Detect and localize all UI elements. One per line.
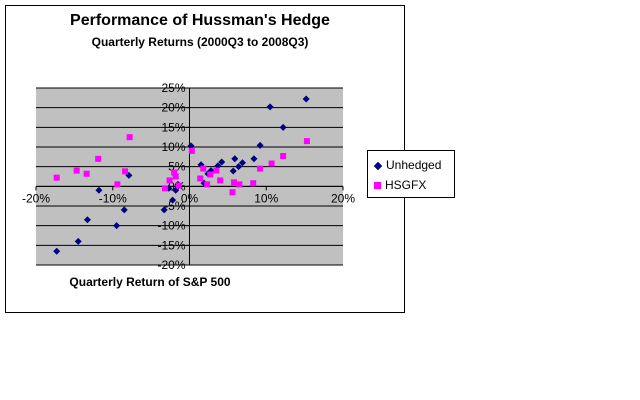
data-point-hsgfx [83, 170, 90, 177]
data-point-unhedged [231, 155, 239, 163]
data-point-unhedged [169, 196, 177, 204]
data-point-unhedged [279, 123, 287, 131]
data-point-hsgfx [126, 134, 133, 141]
x-tick-label: -20% [22, 191, 50, 205]
data-point-unhedged [53, 247, 61, 255]
data-point-hsgfx [171, 169, 178, 176]
data-point-hsgfx [231, 179, 238, 186]
diamond-marker-icon [373, 161, 383, 171]
x-tick-label: 10% [254, 191, 278, 205]
data-point-hsgfx [268, 160, 275, 167]
data-point-hsgfx [53, 174, 60, 181]
data-point-hsgfx [257, 165, 264, 172]
data-point-hsgfx [229, 189, 236, 196]
data-point-unhedged [113, 222, 121, 230]
y-tick-label: 25% [161, 81, 185, 95]
square-marker-icon [374, 182, 381, 190]
y-tick-label: -15% [157, 238, 185, 252]
data-point-hsgfx [73, 167, 80, 174]
legend-label-unhedged: Unhedged [386, 158, 442, 172]
data-point-unhedged [83, 216, 91, 224]
data-point-unhedged [302, 95, 310, 103]
data-point-unhedged [218, 158, 226, 166]
data-point-unhedged [95, 186, 103, 194]
data-point-hsgfx [250, 180, 257, 187]
data-point-hsgfx [217, 177, 224, 184]
y-tick-label: 10% [161, 140, 185, 154]
x-tick-label: 20% [331, 191, 355, 205]
y-tick-label: -20% [157, 258, 185, 272]
y-tick-label: -10% [157, 219, 185, 233]
y-tick-label: -5% [164, 199, 186, 213]
data-point-hsgfx [303, 138, 310, 145]
data-point-hsgfx [95, 155, 102, 162]
data-points [53, 95, 310, 255]
legend-label-hsgfx: HSGFX [385, 178, 427, 192]
data-point-hsgfx [166, 177, 173, 184]
data-point-hsgfx [172, 173, 179, 180]
x-tick-label: -10% [99, 191, 127, 205]
data-point-hsgfx [161, 185, 168, 192]
y-tick-label: 20% [161, 101, 185, 115]
x-tick-label: 0% [181, 191, 199, 205]
axes [35, 87, 344, 266]
data-point-hsgfx [280, 153, 287, 160]
data-point-hsgfx [122, 168, 129, 175]
data-point-unhedged [250, 155, 258, 163]
legend-item-unhedged: Unhedged [373, 157, 442, 173]
data-point-unhedged [229, 167, 237, 175]
legend: Unhedged HSGFX [367, 150, 455, 198]
chart-title: Performance of Hussman's Hedge [70, 12, 330, 29]
chart-subtitle: Quarterly Returns (2000Q3 to 2008Q3) [91, 35, 309, 49]
data-point-hsgfx [204, 181, 211, 188]
data-point-hsgfx [213, 167, 220, 174]
x-axis-title: Quarterly Return of S&P 500 [69, 275, 231, 289]
data-point-hsgfx [207, 171, 214, 178]
data-point-hsgfx [197, 175, 204, 182]
data-point-unhedged [256, 141, 264, 149]
data-point-hsgfx [114, 181, 121, 188]
data-point-unhedged [235, 163, 243, 171]
legend-item-hsgfx: HSGFX [374, 177, 426, 193]
x-tick-labels: -20% -10% 0% 10% 20% [22, 191, 355, 205]
data-point-unhedged [160, 206, 168, 214]
data-point-hsgfx [175, 182, 182, 189]
data-point-unhedged [266, 103, 274, 111]
data-point-unhedged [120, 206, 128, 214]
data-point-unhedged [238, 159, 246, 167]
data-point-hsgfx [236, 181, 243, 188]
data-point-hsgfx [200, 165, 207, 172]
data-point-hsgfx [188, 147, 195, 154]
data-point-unhedged [187, 142, 195, 150]
data-point-unhedged [74, 237, 82, 245]
y-tick-label: 15% [161, 120, 185, 134]
